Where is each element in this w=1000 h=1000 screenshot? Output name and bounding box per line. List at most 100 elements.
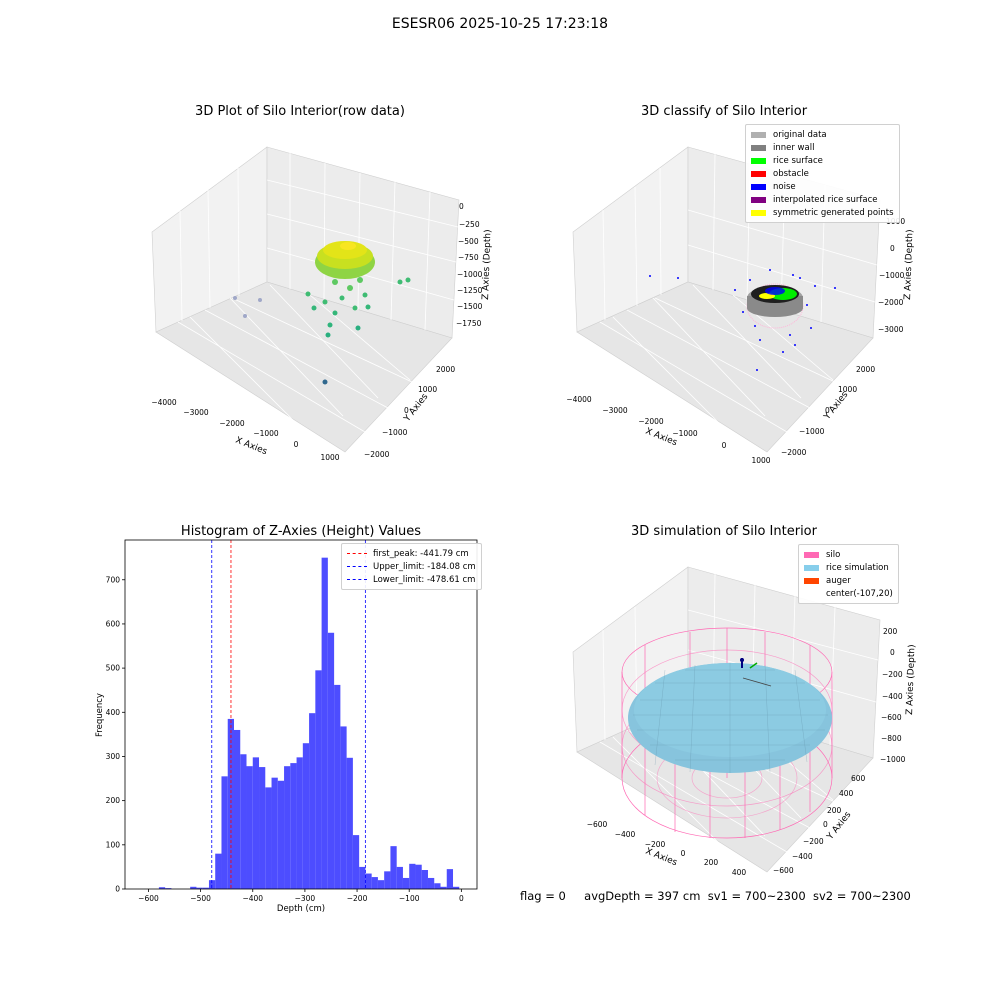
histogram-bar: [302, 743, 310, 889]
status-flag: flag = 0: [520, 889, 566, 903]
histogram-bar: [346, 757, 353, 889]
raw-ztick-5: −1250: [457, 286, 483, 295]
sim-xtick-5: 400: [732, 868, 747, 877]
histogram-ytick-label: 100: [106, 840, 121, 849]
histogram-ytick-label: 0: [115, 885, 120, 894]
legend-item-lower-limit: Lower_limit: -478.61 cm: [347, 573, 476, 586]
classify-point-cloud: [649, 269, 836, 371]
histogram-ytick-label: 200: [106, 796, 121, 805]
raw-grid: [177, 153, 459, 435]
histogram-bar: [227, 718, 234, 889]
classify-ytick-1: −1000: [799, 427, 825, 436]
histogram-ref-lines: [211, 540, 366, 889]
histogram-bar: [421, 870, 428, 889]
histogram-bar: [334, 684, 341, 889]
legend-swatch: [751, 131, 766, 138]
histogram-bar: [315, 670, 322, 889]
raw-plot-title: 3D Plot of Silo Interior(row data): [195, 104, 405, 119]
sim-ztick-2: −200: [882, 670, 903, 679]
histogram-legend: first_peak: -441.79 cm Upper_limit: -184…: [341, 543, 482, 590]
histogram-bar: [284, 766, 291, 889]
raw-pane-floor: [155, 281, 453, 453]
histogram-xtick-label: 0: [459, 894, 464, 903]
histogram-bars: [158, 557, 460, 889]
histogram-bar: [208, 880, 216, 889]
histogram-plot: −600 −500 −400 −300 −200 −100 0 0 100 200 300 400 5…: [95, 539, 478, 914]
raw-ytick-3: 1000: [418, 385, 437, 394]
legend-label: first_peak: -441.79 cm: [373, 548, 469, 559]
raw-ztick-1: −250: [459, 220, 480, 229]
sim-xtick-1: −400: [615, 830, 636, 839]
histogram-bar: [259, 767, 266, 889]
sim-xtick-2: −200: [645, 840, 666, 849]
histogram-bar: [402, 877, 410, 889]
raw-xtick-0: −4000: [151, 398, 177, 407]
status-sv2: sv2 = 700~2300: [812, 889, 911, 903]
histogram-ytick-label: 400: [106, 708, 121, 717]
sim-ytick-4: 200: [827, 806, 842, 815]
legend-item-silo: silo: [804, 548, 893, 561]
classify-xtick-2: −2000: [638, 417, 664, 426]
sim-ztick-6: −1000: [880, 755, 906, 764]
legend-label: Lower_limit: -478.61 cm: [373, 574, 476, 585]
status-line: flag = 0 avgDepth = 397 cm sv1 = 700~230…: [520, 889, 911, 903]
histogram-xtick-label: −600: [138, 894, 159, 903]
auger-marker: [740, 658, 772, 687]
classify-zlabel: Z Axies (Depth): [903, 229, 915, 300]
legend-item-noise: noise: [751, 180, 894, 193]
histogram-ytick-label: 300: [106, 752, 121, 761]
legend-line: [347, 566, 367, 567]
legend-label: center(-107,20): [826, 588, 893, 599]
classify-plot-title: 3D classify of Silo Interior: [640, 104, 808, 119]
legend-line: [347, 579, 367, 580]
histogram-bar: [265, 787, 272, 889]
histogram-bar: [246, 766, 253, 889]
legend-swatch: [751, 209, 766, 216]
classify-ztick-4: −3000: [878, 325, 904, 334]
legend-label: obstacle: [773, 168, 809, 179]
raw-ytick-0: −2000: [364, 450, 390, 459]
legend-swatch: [804, 591, 819, 597]
figure-title: ESESR06 2025-10-25 17:23:18: [391, 16, 609, 32]
histogram-xtick-label: −400: [242, 894, 263, 903]
histogram-bar: [277, 780, 285, 889]
classify-xtick-4: 0: [722, 441, 727, 450]
legend-swatch: [751, 196, 766, 203]
histogram-bar: [321, 557, 328, 889]
sim-ztick-4: −600: [881, 713, 902, 722]
rice-simulation-surface: [628, 663, 832, 773]
raw-xtick-1: −3000: [183, 408, 209, 417]
histogram-ytick-label: 500: [106, 664, 121, 673]
legend-swatch: [751, 157, 766, 164]
histogram-bar: [371, 877, 378, 889]
legend-label: inner wall: [773, 142, 815, 153]
classify-xtick-0: −4000: [566, 395, 592, 404]
histogram-ylabel: Frequency: [95, 693, 105, 737]
legend-label: noise: [773, 181, 796, 192]
legend-swatch: [804, 577, 819, 584]
raw-ztick-2: −500: [458, 237, 479, 246]
sim-ytick-1: −400: [792, 852, 813, 861]
sim-xtick-4: 200: [704, 858, 719, 867]
histogram-bar: [202, 887, 209, 889]
histogram-bar: [190, 886, 197, 889]
histogram-bar: [240, 754, 247, 889]
raw-ytick-2: 0: [404, 406, 409, 415]
legend-swatch: [751, 183, 766, 190]
histogram-bar: [158, 887, 166, 889]
sim-xtick-3: 0: [681, 849, 686, 858]
classify-ytick-0: −2000: [781, 448, 807, 457]
classify-xtick-5: 1000: [751, 456, 770, 465]
legend-item-obstacle: obstacle: [751, 167, 894, 180]
histogram-bar: [271, 777, 278, 889]
histogram-ytick-label: 700: [106, 575, 121, 584]
legend-swatch: [804, 564, 819, 571]
sim-ztick-0: 200: [883, 627, 898, 636]
legend-item-auger: auger: [804, 574, 893, 587]
histogram-bar: [290, 763, 297, 889]
simulation-legend: silo rice simulation auger center(-107,2…: [798, 544, 899, 604]
histogram-bar: [340, 726, 347, 889]
histogram-bar: [309, 713, 316, 889]
legend-swatch: [804, 551, 819, 558]
histogram-bar: [446, 869, 454, 889]
